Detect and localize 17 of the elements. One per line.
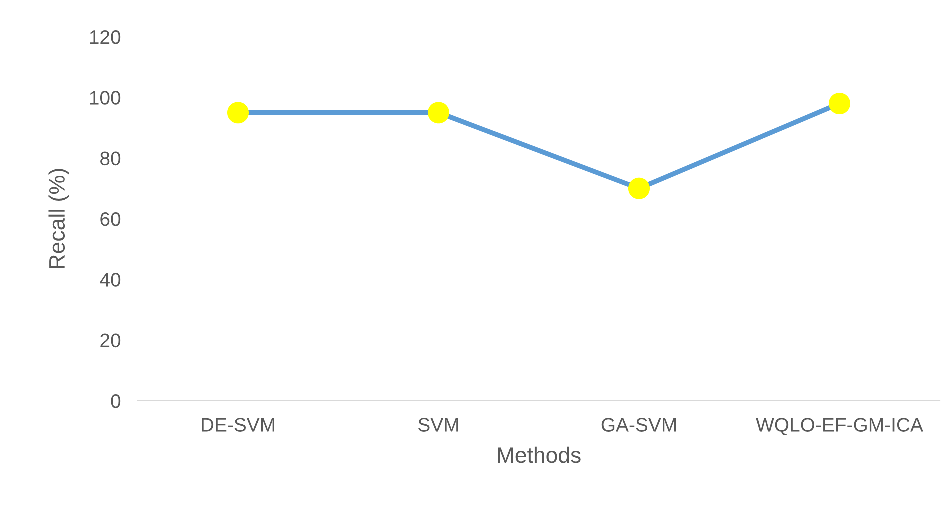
y-tick-label: 0 <box>111 394 121 408</box>
point <box>227 102 250 124</box>
point <box>628 178 650 200</box>
x-tick-label: SVM <box>418 418 458 432</box>
point <box>428 102 450 124</box>
y-tick-label: 120 <box>90 30 121 44</box>
x-tick-label: DE-SVM <box>202 418 274 432</box>
y-tick-label: 40 <box>100 273 121 287</box>
y-tick-label: 100 <box>90 91 121 105</box>
y-tick-label: 60 <box>100 212 121 226</box>
x-axis-title: Methods <box>498 446 581 464</box>
x-tick-label: GA-SVM <box>602 418 676 432</box>
y-tick-label: 80 <box>100 152 121 166</box>
x-tick-label: WQLO-EF-GM-ICA <box>756 418 924 436</box>
y-axis-title: Recall (%) <box>48 169 70 268</box>
y-tick-label: 20 <box>100 334 121 348</box>
point <box>828 92 851 114</box>
